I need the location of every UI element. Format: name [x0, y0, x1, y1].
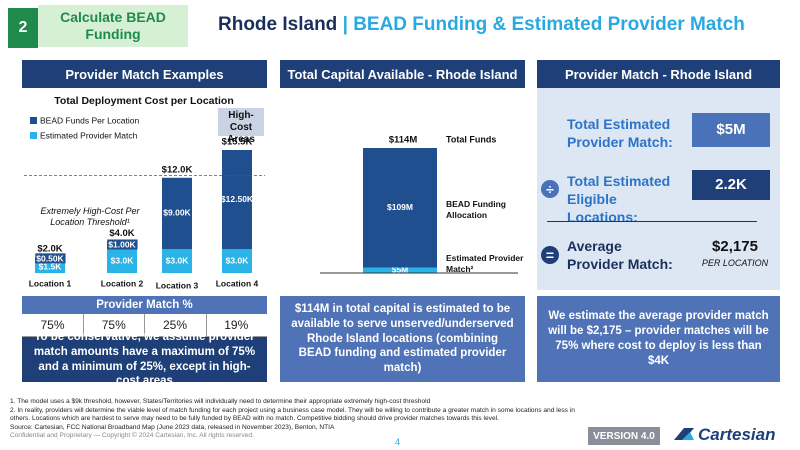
- title-state: Rhode Island: [218, 14, 338, 35]
- value-label: $3.0K: [226, 255, 250, 265]
- average-value: $2,175: [712, 238, 758, 255]
- series-label-text: BEAD Funding Allocation: [446, 199, 506, 221]
- total-label: $12.0K: [162, 164, 193, 175]
- series-label: BEAD Funding Allocation: [446, 199, 506, 221]
- x-tick-label: Location 1: [29, 278, 72, 288]
- match-value: $5M: [692, 113, 770, 147]
- average-unit: PER LOCATION: [701, 258, 769, 268]
- bar-segment: [363, 148, 437, 268]
- confidential: Confidential and Proprietary — Copyright…: [10, 432, 254, 440]
- x-tick-label: Location 3: [156, 280, 199, 290]
- title-sep: |: [342, 14, 348, 35]
- divider: [547, 221, 757, 222]
- title-rest: BEAD Funding & Estimated Provider Match: [353, 14, 745, 35]
- series-label-text: Estimated Provider Match²: [446, 253, 524, 275]
- match-table: 75% 75% 25% 19%: [22, 314, 267, 337]
- threshold-label: Extremely High-Cost Per Location Thresho…: [40, 206, 140, 228]
- col3-note: We estimate the average provider match w…: [537, 296, 780, 382]
- logo: Cartesian: [698, 425, 776, 444]
- bar-segment: [35, 261, 65, 273]
- table-cell: 25%: [145, 314, 207, 336]
- logo-mark: [672, 426, 696, 442]
- value-label: $9.00K: [163, 208, 191, 218]
- bar-segment: [162, 177, 192, 250]
- panel-header: Provider Match - Rhode Island: [537, 60, 780, 88]
- source: Source: Cartesian, FCC National Broadban…: [10, 423, 335, 431]
- equals-icon: =: [541, 246, 559, 264]
- title: Rhode Island | BEAD Funding & Estimated …: [218, 14, 745, 36]
- total-label: $4.0K: [109, 228, 134, 239]
- value-label: $0.50K: [36, 253, 64, 263]
- locations-label: Total Estimated Eligible Locations:: [567, 173, 671, 226]
- x-tick-label: Location 4: [216, 278, 259, 288]
- average-label: Average Provider Match:: [567, 238, 673, 273]
- label-bg: [107, 239, 138, 250]
- footnote: 1. The model uses a $9k threshold, howev…: [10, 398, 431, 405]
- step-label-text: Calculate BEAD Funding: [60, 9, 166, 42]
- legend-label: BEAD Funds Per Location: [40, 115, 139, 125]
- value-label: $109M: [387, 202, 413, 212]
- chart-title: Total Deployment Cost per Location: [54, 95, 233, 107]
- total-label: $15.5K: [222, 137, 253, 148]
- value-label: $3.0K: [166, 255, 190, 265]
- table-cell: 75%: [22, 314, 84, 336]
- step-label: Calculate BEAD Funding: [38, 5, 188, 47]
- value-label: $1.00K: [108, 239, 136, 249]
- bar-segment: [363, 267, 437, 273]
- callout: High-Cost Areas: [227, 110, 255, 145]
- panel-header: Total Capital Available - Rhode Island: [280, 60, 525, 88]
- bar-segment: [222, 150, 252, 250]
- total-label: $114M: [389, 135, 418, 146]
- series-label: Estimated Provider Match²: [446, 253, 524, 275]
- legend-swatch: [30, 132, 37, 139]
- logo-icon: [674, 428, 694, 440]
- legend-swatch: [30, 117, 37, 124]
- chart-capital: $5M $109M $114M Total Funds BEAD Funding All…: [320, 134, 524, 275]
- legend-label: Estimated Provider Match: [40, 130, 138, 140]
- table-cell: 75%: [83, 314, 146, 336]
- step-number: 2: [8, 8, 38, 48]
- chart-deployment: Total Deployment Cost per Location $1.5K…: [24, 95, 265, 290]
- divide-icon: ÷: [541, 180, 559, 198]
- version: VERSION 4.0: [588, 427, 660, 445]
- page-number: 4: [395, 437, 401, 447]
- footnotes: 1. The model uses a $9k threshold, howev…: [10, 398, 590, 441]
- value-label: $3.0K: [111, 255, 135, 265]
- match-label: Total Estimated Provider Match:: [567, 116, 673, 151]
- label-bg: [35, 253, 66, 264]
- footnote: 2. In reality, providers will determine …: [10, 406, 575, 423]
- col2-note: $114M in total capital is estimated to b…: [280, 296, 525, 382]
- panel-header: Provider Match Examples: [22, 60, 267, 88]
- bar-segment: [107, 249, 137, 273]
- value-label: $12.50K: [221, 194, 254, 204]
- category-label: Total Funds: [446, 134, 496, 144]
- value-label: $1.5K: [39, 261, 63, 271]
- x-tick-label: Location 2: [101, 278, 144, 288]
- value-label: $5M: [392, 265, 409, 275]
- locations-value: 2.2K: [692, 170, 770, 200]
- bar-segment: [222, 249, 252, 273]
- table-header: Provider Match %: [22, 296, 267, 314]
- total-label: $2.0K: [37, 244, 62, 255]
- bar-segment: [162, 249, 192, 273]
- table-cell: 19%: [224, 318, 249, 332]
- callout-box: [218, 108, 264, 136]
- col1-note: To be conservative, we assume provider m…: [22, 331, 267, 387]
